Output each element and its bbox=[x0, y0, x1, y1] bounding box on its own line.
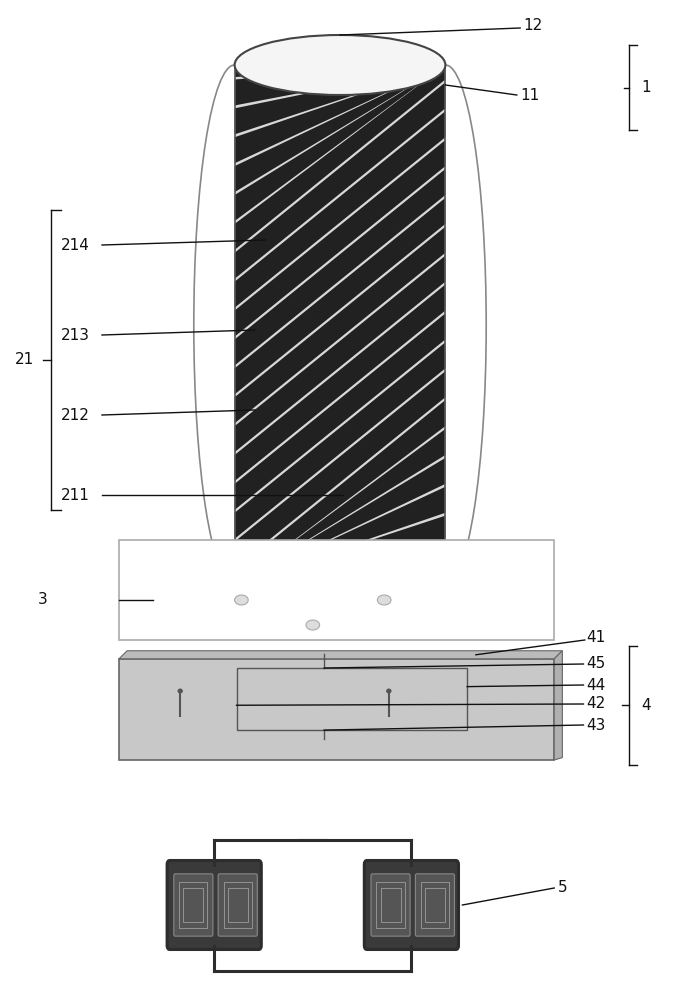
Polygon shape bbox=[235, 545, 445, 585]
Text: 5: 5 bbox=[558, 880, 567, 896]
Bar bbox=[237, 668, 467, 730]
Bar bbox=[381, 888, 401, 922]
Ellipse shape bbox=[377, 595, 391, 605]
Polygon shape bbox=[235, 65, 445, 77]
Polygon shape bbox=[235, 169, 445, 365]
Bar bbox=[228, 888, 248, 922]
Text: 212: 212 bbox=[61, 408, 90, 422]
Polygon shape bbox=[235, 256, 445, 452]
Bar bbox=[224, 882, 252, 928]
Text: 1: 1 bbox=[641, 80, 651, 95]
Bar bbox=[119, 540, 554, 640]
Text: 43: 43 bbox=[586, 718, 605, 732]
Ellipse shape bbox=[386, 688, 392, 694]
FancyBboxPatch shape bbox=[364, 860, 458, 950]
Polygon shape bbox=[235, 400, 445, 585]
Ellipse shape bbox=[306, 620, 320, 630]
Bar bbox=[425, 888, 445, 922]
Text: 11: 11 bbox=[520, 88, 539, 103]
Polygon shape bbox=[235, 487, 445, 585]
Text: 41: 41 bbox=[586, 631, 605, 646]
Polygon shape bbox=[235, 82, 445, 279]
Text: 214: 214 bbox=[61, 237, 90, 252]
Polygon shape bbox=[235, 342, 445, 539]
FancyBboxPatch shape bbox=[415, 874, 454, 936]
Polygon shape bbox=[235, 429, 445, 585]
Polygon shape bbox=[235, 371, 445, 568]
Bar bbox=[377, 882, 405, 928]
Text: 21: 21 bbox=[15, 353, 34, 367]
Polygon shape bbox=[235, 65, 445, 192]
Bar bbox=[421, 882, 449, 928]
Bar bbox=[180, 882, 207, 928]
Text: 3: 3 bbox=[37, 592, 47, 607]
Text: 12: 12 bbox=[524, 17, 543, 32]
Polygon shape bbox=[554, 651, 562, 760]
Text: 42: 42 bbox=[586, 696, 605, 712]
Polygon shape bbox=[235, 198, 445, 394]
Polygon shape bbox=[235, 140, 445, 337]
Polygon shape bbox=[235, 65, 445, 585]
FancyBboxPatch shape bbox=[167, 860, 261, 950]
Polygon shape bbox=[235, 65, 445, 163]
Text: 213: 213 bbox=[61, 328, 90, 342]
Bar bbox=[184, 888, 203, 922]
Polygon shape bbox=[235, 111, 445, 308]
Polygon shape bbox=[235, 65, 445, 134]
Polygon shape bbox=[235, 458, 445, 585]
Polygon shape bbox=[235, 65, 445, 221]
Polygon shape bbox=[235, 227, 445, 423]
FancyBboxPatch shape bbox=[371, 874, 410, 936]
Ellipse shape bbox=[235, 595, 248, 605]
Ellipse shape bbox=[235, 35, 445, 95]
Text: 44: 44 bbox=[586, 678, 605, 692]
FancyBboxPatch shape bbox=[174, 874, 213, 936]
Text: 4: 4 bbox=[641, 698, 651, 713]
Polygon shape bbox=[235, 65, 445, 250]
Polygon shape bbox=[235, 285, 445, 481]
Polygon shape bbox=[235, 65, 445, 105]
FancyBboxPatch shape bbox=[218, 874, 257, 936]
Ellipse shape bbox=[235, 555, 445, 615]
Polygon shape bbox=[235, 516, 445, 585]
Text: 45: 45 bbox=[586, 656, 605, 672]
Polygon shape bbox=[235, 313, 445, 510]
Text: 211: 211 bbox=[61, 488, 90, 502]
Bar bbox=[119, 659, 554, 760]
Ellipse shape bbox=[177, 688, 183, 694]
Polygon shape bbox=[119, 651, 562, 659]
